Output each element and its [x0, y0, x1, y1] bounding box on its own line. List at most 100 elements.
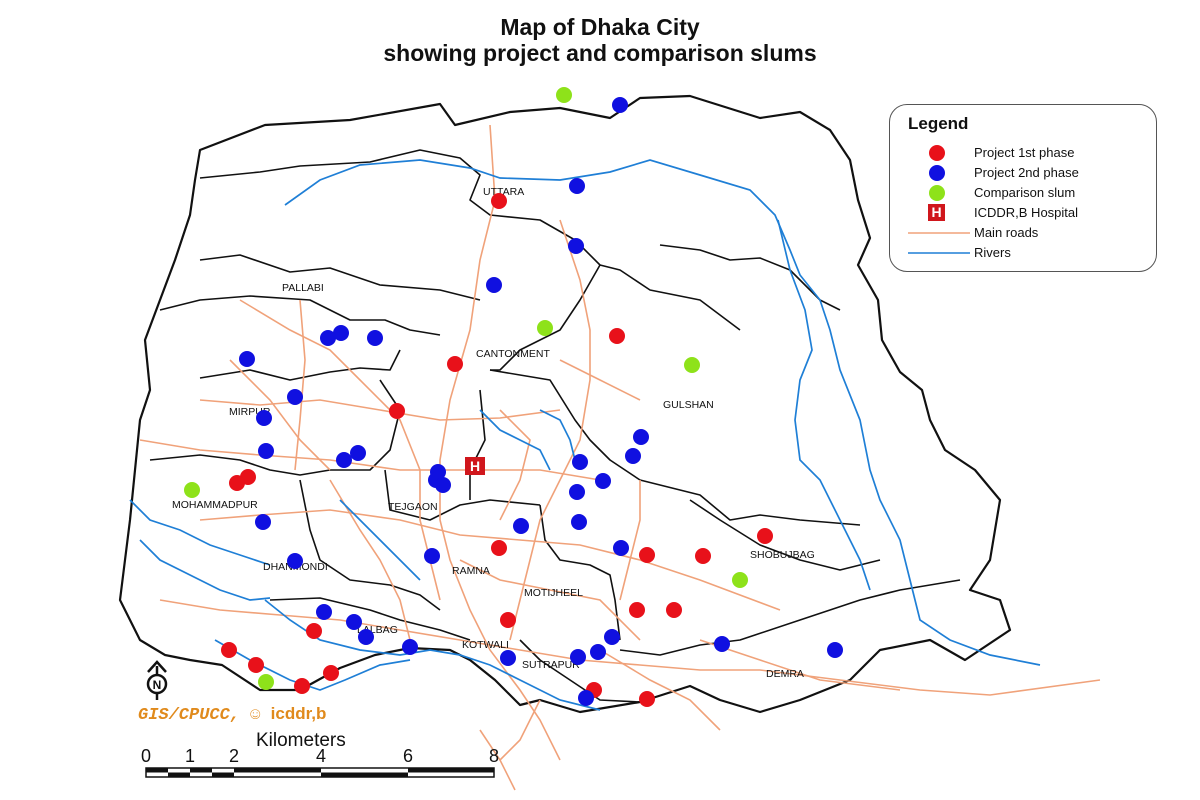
area-label: SUTRAPUR [522, 659, 580, 671]
phase2-marker [714, 636, 730, 652]
phase2-marker [578, 690, 594, 706]
comparison-markers [184, 87, 748, 690]
area-label: SHOBUJBAG [750, 549, 815, 561]
phase2-marker [367, 330, 383, 346]
comparison-marker [732, 572, 748, 588]
comparison-marker [684, 357, 700, 373]
phase2-marker [316, 604, 332, 620]
phase2-marker [613, 540, 629, 556]
comparison-marker [258, 674, 274, 690]
legend-title: Legend [908, 114, 969, 133]
area-label: DEMRA [766, 668, 804, 680]
legend-label: Main roads [974, 225, 1039, 240]
phase2-marker [625, 448, 641, 464]
phase2-marker [255, 514, 271, 530]
legend-item-phase1: Project 1st phase [890, 143, 1156, 163]
phase1-marker [629, 602, 645, 618]
green-dot-icon [929, 185, 945, 201]
phase1-marker [447, 356, 463, 372]
area-label: KOTWALI [462, 639, 509, 651]
map-title-line2: showing project and comparison slums [383, 40, 817, 66]
phase2-marker [827, 642, 843, 658]
phase2-marker [258, 443, 274, 459]
phase2-marker [402, 639, 418, 655]
legend-item-rivers: Rivers [890, 243, 1156, 263]
phase2-marker [239, 351, 255, 367]
comparison-marker [184, 482, 200, 498]
scale-tick-label: 1 [184, 746, 196, 766]
phase2-marker [256, 410, 272, 426]
red-dot-icon [929, 145, 945, 161]
phase1-marker [695, 548, 711, 564]
area-labels: UTTARA PALLABI CANTONMENT GULSHAN MIRPUR… [172, 186, 815, 680]
comparison-marker [537, 320, 553, 336]
scale-tick-label: 8 [488, 746, 500, 766]
phase1-marker [639, 691, 655, 707]
river-line-icon [908, 252, 970, 254]
phase2-marker [569, 484, 585, 500]
phase2-marker [569, 178, 585, 194]
area-label: RAMNA [452, 565, 490, 577]
phase2-marker [513, 518, 529, 534]
area-label: PALLABI [282, 282, 324, 294]
phase2-marker [500, 650, 516, 666]
icddrb-logo-icon: ☺ [250, 706, 261, 725]
phase2-marker [568, 238, 584, 254]
phase2-marker [572, 454, 588, 470]
legend-item-hospital: H ICDDR,B Hospital [890, 203, 1156, 223]
hospital-marker-letter: H [470, 458, 480, 474]
map-title-line1: Map of Dhaka City [500, 14, 700, 40]
comparison-marker [556, 87, 572, 103]
north-label: N [153, 678, 162, 692]
hospital-marker: H [465, 457, 485, 475]
phase1-markers [221, 193, 773, 707]
legend-label: Project 1st phase [974, 145, 1075, 160]
phase2-marker [486, 277, 502, 293]
phase2-marker [287, 553, 303, 569]
map-title: Map of Dhaka City showing project and co… [0, 14, 1200, 66]
area-label: MOTIJHEEL [524, 587, 583, 599]
phase1-marker [389, 403, 405, 419]
phase2-marker [435, 477, 451, 493]
area-label: UTTARA [483, 186, 524, 198]
phase1-marker [639, 547, 655, 563]
phase1-marker [221, 642, 237, 658]
legend-label: Project 2nd phase [974, 165, 1079, 180]
blue-dot-icon [929, 165, 945, 181]
scale-title: Kilometers [256, 730, 346, 751]
scale-tick-label: 4 [315, 746, 327, 766]
phase2-marker [590, 644, 606, 660]
phase1-marker [500, 612, 516, 628]
credit-org: GIS/CPUCC, [138, 706, 241, 725]
legend-label: Rivers [974, 245, 1011, 260]
phase1-marker [323, 665, 339, 681]
phase1-marker [248, 657, 264, 673]
main-roads [139, 124, 1101, 791]
legend-item-comparison: Comparison slum [890, 183, 1156, 203]
road-line-icon [908, 232, 970, 234]
legend-label: Comparison slum [974, 185, 1076, 200]
phase2-marker [320, 330, 336, 346]
phase2-marker [570, 649, 586, 665]
phase2-marker [333, 325, 349, 341]
phase1-marker [306, 623, 322, 639]
phase2-marker [595, 473, 611, 489]
phase2-marker [336, 452, 352, 468]
phase2-marker [287, 389, 303, 405]
phase2-markers [239, 97, 843, 706]
map-credit: GIS/CPUCC, ☺ icddr,b [138, 704, 326, 725]
area-label: MOHAMMADPUR [172, 499, 258, 511]
phase2-marker [604, 629, 620, 645]
phase2-marker [424, 548, 440, 564]
phase1-marker [491, 193, 507, 209]
legend: Legend Project 1st phase Project 2nd pha… [889, 104, 1157, 272]
phase2-marker [350, 445, 366, 461]
scale-bar [145, 767, 495, 778]
phase1-marker [491, 540, 507, 556]
phase2-marker [612, 97, 628, 113]
phase2-marker [346, 614, 362, 630]
north-arrow-icon [146, 660, 168, 700]
area-label: TEJGAON [388, 501, 438, 513]
phase2-marker [633, 429, 649, 445]
